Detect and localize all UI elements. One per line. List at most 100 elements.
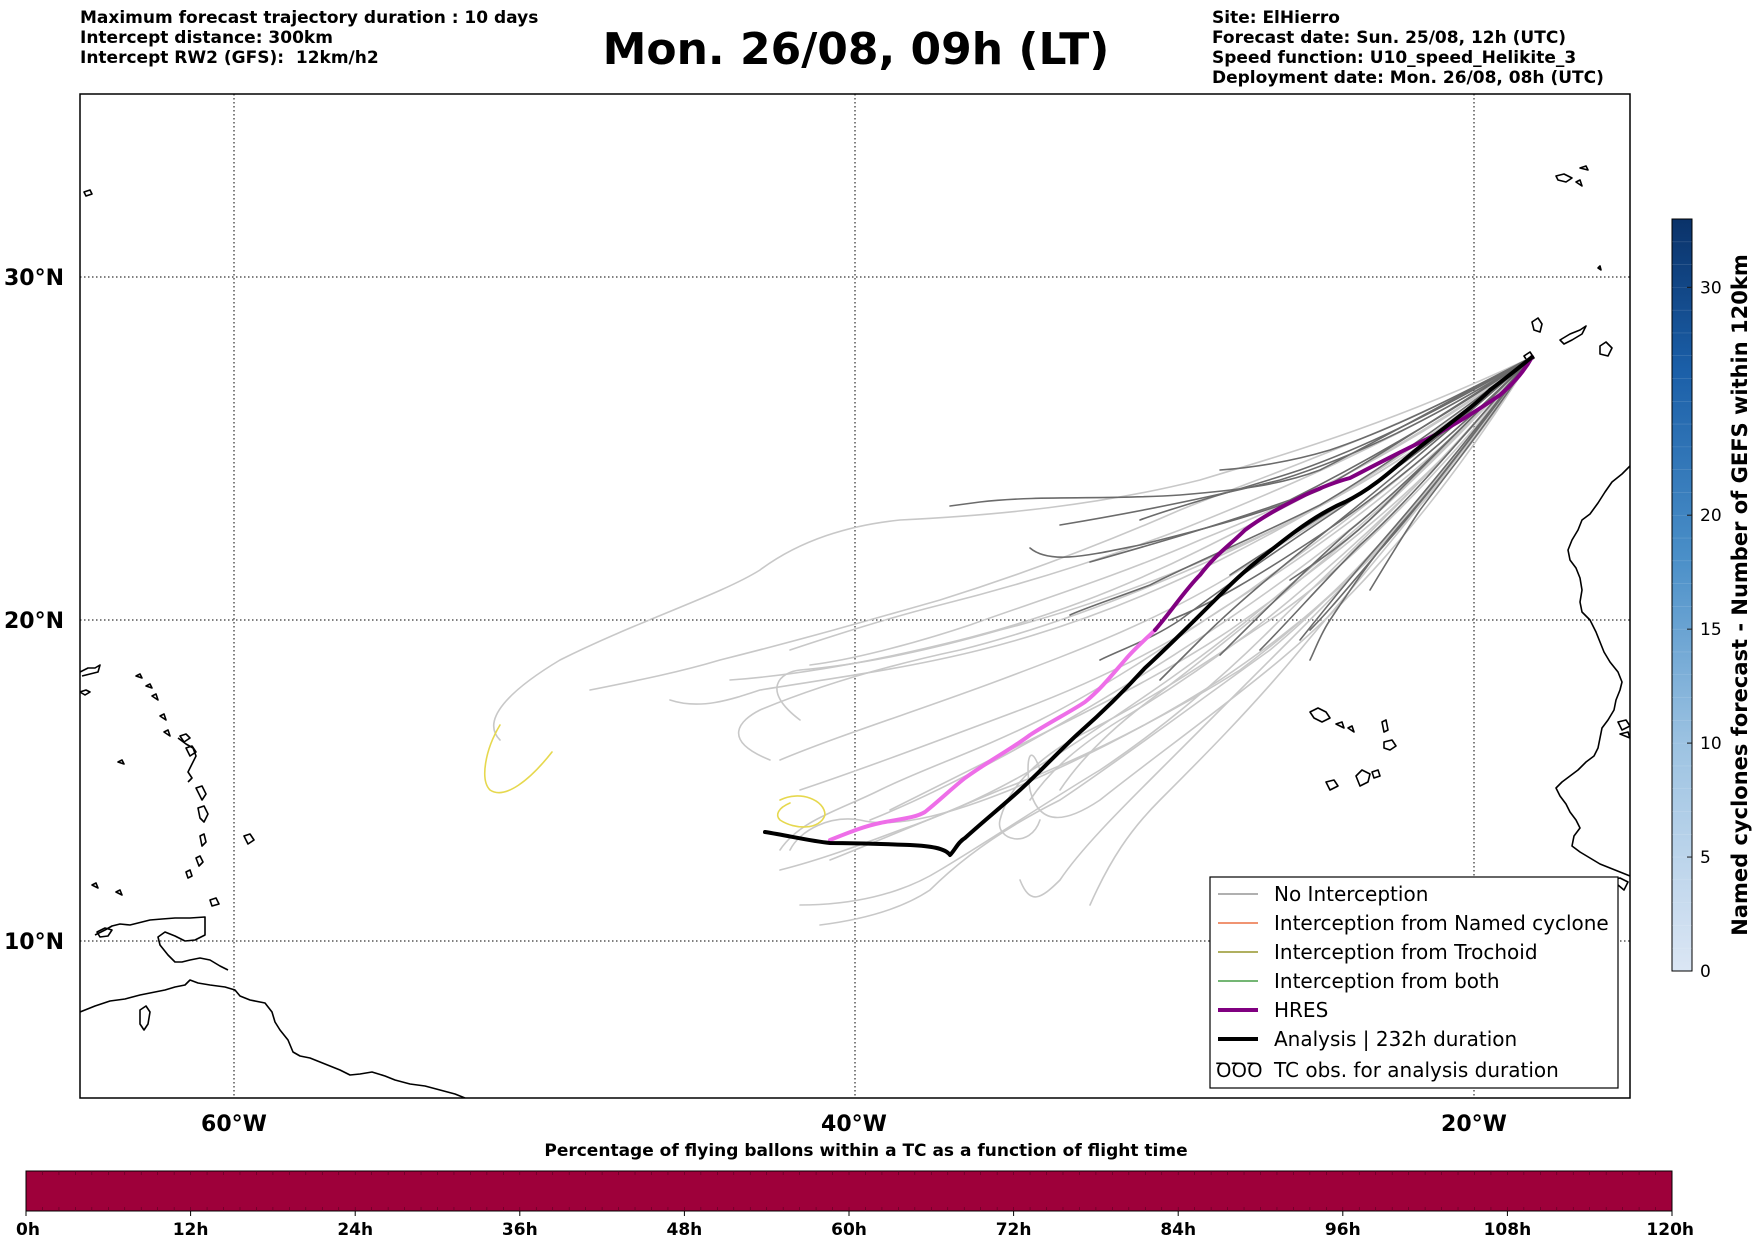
legend-box xyxy=(1209,876,1619,1089)
coast-island-3 xyxy=(139,1005,151,1031)
lat-label-20-n: 20°N xyxy=(4,609,64,634)
yellow-loop-tracks xyxy=(484,724,826,828)
coast-capeverde-4 xyxy=(1381,719,1389,733)
track-light-19 xyxy=(889,356,1533,811)
coast-small-g xyxy=(91,882,99,889)
page-title: Mon. 26/08, 09h (LT) xyxy=(602,24,1110,75)
latitude-labels: 30°N 20°N 10°N xyxy=(4,266,64,955)
header-site: Site: ElHierro xyxy=(1212,8,1340,28)
longitude-labels: 60°W 40°W 20°W xyxy=(201,1112,1507,1137)
lon-label-40-w: 40°W xyxy=(821,1112,887,1137)
coast-small-c xyxy=(151,693,159,701)
track-dark-11 xyxy=(1089,356,1533,563)
coast-small-a xyxy=(135,673,143,679)
track-light-23 xyxy=(789,356,1533,651)
coast-capeverde-5 xyxy=(1383,739,1397,751)
track-dark-13 xyxy=(1139,356,1533,521)
hres-track-early xyxy=(828,628,1157,842)
track-light-22 xyxy=(1059,356,1533,791)
coast-africa xyxy=(1555,465,1630,877)
track-dark-12 xyxy=(1059,356,1533,526)
coast-africa-small-2 xyxy=(1617,719,1630,731)
coast-capeverde-1 xyxy=(1309,707,1331,723)
coast-island-11 xyxy=(185,869,193,879)
coast-island-7 xyxy=(195,785,207,801)
coast-island-6 xyxy=(177,737,197,783)
colorbar-bottom: Percentage of flying ballons within a TC… xyxy=(16,1141,1694,1240)
colorbar-bottom-tick-label-108h: 108h xyxy=(1484,1220,1532,1240)
track-dark-17 xyxy=(1369,356,1533,591)
yellow-loop-1 xyxy=(484,724,553,794)
track-light-4 xyxy=(669,356,1533,705)
coast-capeverde-3 xyxy=(1347,725,1355,733)
coast-island-2 xyxy=(96,927,113,938)
legend-label-hres: HRES xyxy=(1274,998,1328,1022)
legend-label-interception-from-named-cyclone: Interception from Named cyclone xyxy=(1274,911,1609,935)
colorbar-bottom-tick-label-84h: 84h xyxy=(1160,1220,1196,1240)
colorbar-right-tick-label-30: 30 xyxy=(1700,278,1722,298)
track-dark-3 xyxy=(1069,356,1533,616)
track-dark-5 xyxy=(1159,356,1533,681)
colorbar-bottom-tick-label-48h: 48h xyxy=(667,1220,703,1240)
colorbar-bottom-tick-label-36h: 36h xyxy=(502,1220,538,1240)
trajectories xyxy=(484,355,1534,926)
hres-track-late xyxy=(1153,355,1534,632)
header-deployment-date: Deployment date: Mon. 26/08, 08h (UTC) xyxy=(1212,68,1604,88)
colorbar-bottom-title: Percentage of flying ballons within a TC… xyxy=(544,1141,1187,1161)
colorbar-bottom-tick-label-96h: 96h xyxy=(1325,1220,1361,1240)
colorbar-bottom-bar xyxy=(25,1170,1673,1212)
coast-small-d xyxy=(159,713,167,721)
lat-label-10-n: 10°N xyxy=(4,930,64,955)
map-frame xyxy=(79,93,1631,1099)
coast-small-f xyxy=(117,759,125,765)
colorbar-bottom-tick-label-120h: 120h xyxy=(1646,1220,1694,1240)
coast-capeverde-8 xyxy=(1371,769,1381,779)
coast-madeira-2 xyxy=(1575,179,1583,187)
legend: No Interception Interception from Named c… xyxy=(1209,876,1619,1089)
track-light-8 xyxy=(799,356,1533,906)
coast-island-4 xyxy=(179,733,191,743)
colorbar-bottom-segments xyxy=(42,1171,1656,1211)
header-max-duration: Maximum forecast trajectory duration : 1… xyxy=(80,8,539,28)
colorbar-right-tick-label-5: 5 xyxy=(1700,848,1711,868)
lon-label-20-w: 20°W xyxy=(1441,1112,1507,1137)
lat-label-30-n: 30°N xyxy=(4,266,64,291)
track-dark-16 xyxy=(1309,356,1533,661)
legend-label-interception-from-trochoid: Interception from Trochoid xyxy=(1274,940,1538,964)
colorbar-bottom-tick-label-12h: 12h xyxy=(173,1220,209,1240)
colorbar-right-tick-label-20: 20 xyxy=(1700,506,1722,526)
legend-label-analysis-232h-duration: Analysis | 232h duration xyxy=(1274,1027,1517,1051)
colorbar-right: 0 5 10 15 20 30 Named cyclones forecast - Num… xyxy=(1671,218,1752,982)
coast-island-10 xyxy=(195,855,204,867)
coast-island-14 xyxy=(83,189,93,197)
track-light-18 xyxy=(779,356,1533,851)
coast-capeverde-6 xyxy=(1325,779,1339,791)
track-light-2 xyxy=(589,356,1533,691)
coast-capeverde-7 xyxy=(1355,769,1371,787)
track-light-14 xyxy=(1027,356,1533,819)
colorbar-right-gradient xyxy=(1671,218,1693,972)
coast-island-12 xyxy=(243,833,255,845)
track-light-1 xyxy=(493,356,1533,741)
track-light-21 xyxy=(1029,356,1533,801)
coast-south-america xyxy=(80,979,466,1098)
colorbar-right-tick-label-15: 15 xyxy=(1700,620,1722,640)
coast-madeira xyxy=(1555,173,1573,183)
header-forecast-date: Forecast date: Sun. 25/08, 12h (UTC) xyxy=(1212,28,1567,48)
coast-africa-small-3 xyxy=(1619,731,1630,739)
legend-label-interception-from-both: Interception from both xyxy=(1274,969,1500,993)
legend-label-tc-obs: TC obs. for analysis duration xyxy=(1273,1058,1559,1082)
legend-label-no-interception: No Interception xyxy=(1274,882,1428,906)
coast-small-h xyxy=(115,889,123,896)
track-dark-8 xyxy=(1299,356,1533,641)
yellow-loop-2 xyxy=(776,795,826,828)
analysis-track xyxy=(763,355,1534,857)
colorbar-bottom-tick-label-72h: 72h xyxy=(996,1220,1032,1240)
coast-island-1 xyxy=(80,689,91,696)
colorbar-bottom-tick-label-24h: 24h xyxy=(337,1220,373,1240)
header-speed-function: Speed function: U10_speed_Helikite_3 xyxy=(1212,48,1577,68)
coast-island-9 xyxy=(199,833,207,847)
track-light-24 xyxy=(809,356,1533,666)
coast-canary-1 xyxy=(1531,317,1543,333)
track-light-17 xyxy=(776,356,1533,721)
